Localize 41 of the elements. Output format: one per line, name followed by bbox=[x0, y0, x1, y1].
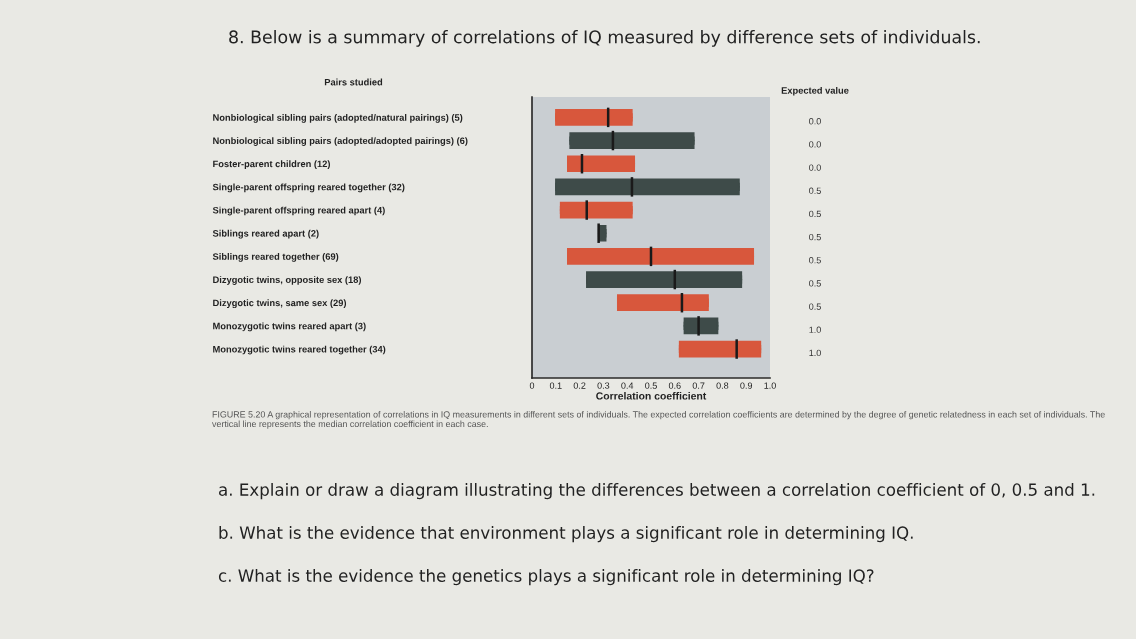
x-tick-label: 1.0 bbox=[764, 382, 776, 389]
y2-tick-label: 0.5 bbox=[809, 303, 821, 310]
y-tick-label: Nonbiological sibling pairs (adopted/adopted pairings) (6) bbox=[213, 137, 468, 146]
y-tick-label: Monozygotic twins reared together (34) bbox=[213, 345, 386, 355]
y2-tick-label: 0.5 bbox=[809, 233, 821, 241]
y2-tick-label: 0.0 bbox=[809, 164, 821, 171]
y-tick-label: Foster-parent children (12) bbox=[213, 160, 330, 170]
x-tick-label: 0.6 bbox=[668, 382, 681, 389]
x-tick-label: 0.4 bbox=[621, 382, 634, 389]
y2-tick-label: 1.0 bbox=[809, 349, 821, 357]
y-tick-label: Single-parent offspring reared apart (4) bbox=[212, 206, 385, 216]
x-axis-title: Correlation coefficient bbox=[596, 391, 707, 400]
y2-tick-label: 0.5 bbox=[809, 280, 821, 287]
x-tick-label: 0 bbox=[529, 382, 535, 389]
y2-tick-label: 0.5 bbox=[809, 257, 821, 264]
x-tick-label: 0.5 bbox=[645, 382, 657, 389]
x-tick-label: 0.8 bbox=[716, 382, 729, 389]
y-tick-label: Nonbiological sibling pairs (adopted/natural pairings) (5) bbox=[213, 114, 463, 123]
y2-tick-label: 0.5 bbox=[809, 210, 821, 218]
y-tick-label: Siblings reared together (69) bbox=[212, 253, 339, 262]
y2-tick-label: 0.0 bbox=[809, 118, 821, 125]
x-tick-label: 0.9 bbox=[740, 382, 753, 389]
y-tick-label: Siblings reared apart (2) bbox=[212, 229, 319, 239]
y2-tick-label: 0.5 bbox=[809, 187, 821, 194]
text: c. What is the evidence the genetics plays a significant role in determining IQ? bbox=[218, 569, 874, 586]
caption: FIGURE 5.20 A graphical representation of correlations in IQ measurements in different sets of individuals. The expected correlation coefficients are determined by the degree of genetic relatedness in each set of individuals. The vertical line represents the median correlation coefficient in each case. bbox=[212, 411, 1105, 429]
x-tick-label: 0.3 bbox=[597, 382, 610, 389]
text: b. What is the evidence that environment plays a significant role in determining IQ. bbox=[219, 526, 913, 543]
y-tick-label: Single-parent offspring reared together (32) bbox=[212, 183, 405, 193]
chart-title: 8. Below is a summary of correlations of IQ measured by difference sets of individuals. bbox=[229, 30, 980, 47]
x-tick-label: 0.2 bbox=[573, 382, 586, 389]
x-tick-label: 0.7 bbox=[692, 382, 705, 389]
y-tick-label: Dizygotic twins, opposite sex (18) bbox=[213, 276, 362, 285]
y-tick-label: Dizygotic twins, same sex (29) bbox=[213, 299, 347, 309]
y-axis-title: Pairs studied bbox=[324, 78, 383, 86]
y-tick-label: Monozygotic twins reared apart (3) bbox=[213, 322, 366, 332]
x-tick-label: 0.1 bbox=[549, 382, 562, 389]
y2-axis-title: Expected value bbox=[781, 86, 849, 96]
y2-tick-label: 0.0 bbox=[809, 141, 821, 148]
text: a. Explain or draw a diagram illustrating the differences between a correlation coefficient of 0, 0.5 and 1. bbox=[219, 483, 1095, 500]
y2-tick-label: 1.0 bbox=[809, 326, 821, 333]
